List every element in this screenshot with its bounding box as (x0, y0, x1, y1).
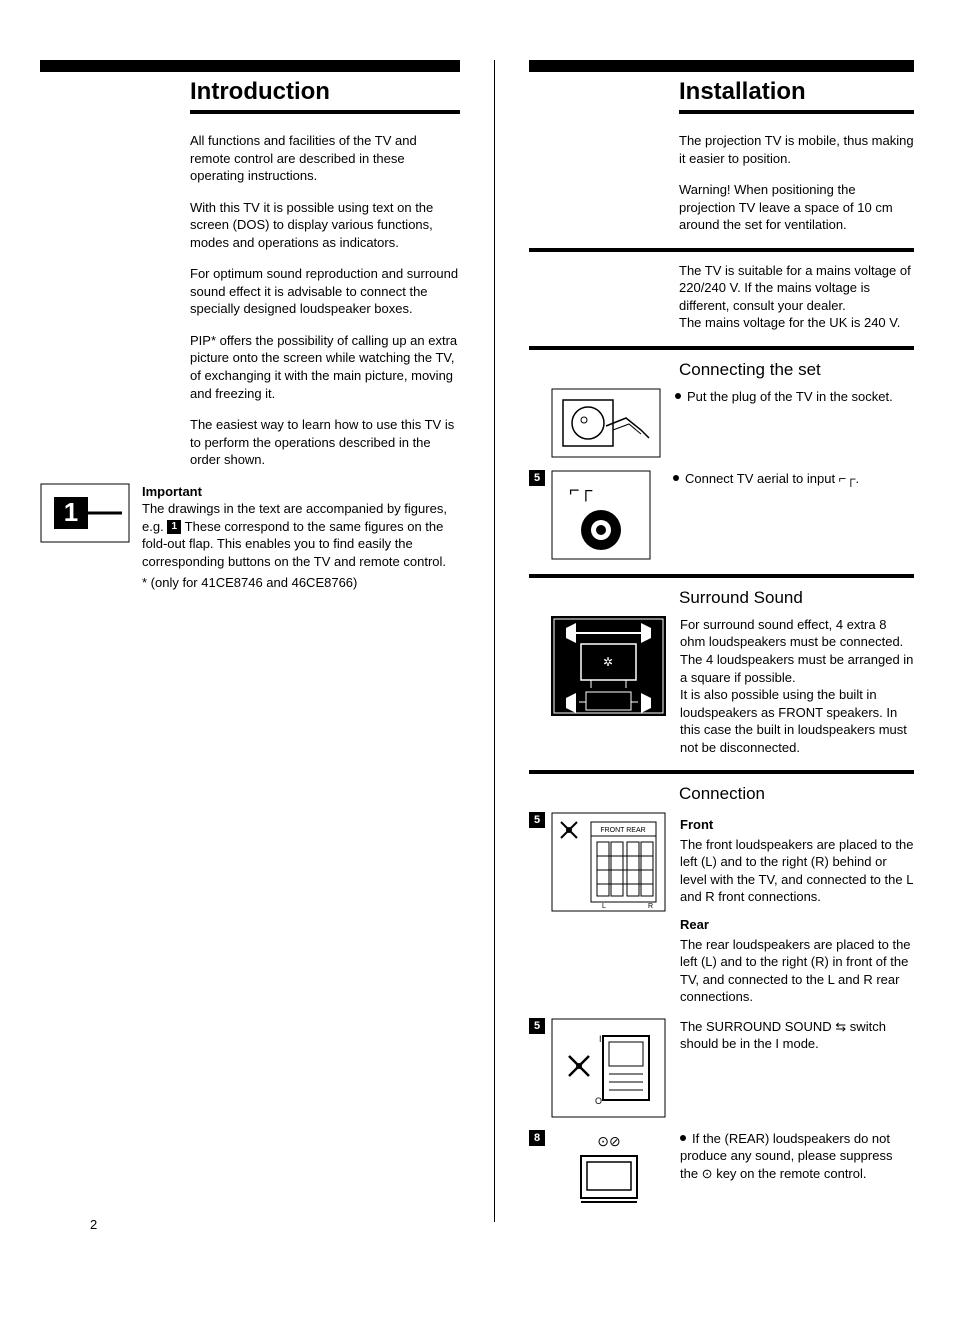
connecting-heading: Connecting the set (679, 360, 914, 380)
aerial-text: Connect TV aerial to input ⌐┌. (673, 470, 914, 488)
intro-p4: PIP* offers the possibility of calling u… (190, 332, 460, 402)
install-p1: The projection TV is mobile, thus making… (679, 132, 914, 167)
rule-1 (529, 248, 914, 252)
rear-note-num: 8 (529, 1130, 545, 1146)
svg-text:R: R (648, 903, 653, 910)
connection-num: 5 (529, 812, 545, 828)
rule-2 (529, 346, 914, 350)
footnote: * (only for 41CE8746 and 46CE8766) (142, 574, 460, 592)
rule-4 (529, 770, 914, 774)
intro-p3: For optimum sound reproduction and surro… (190, 265, 460, 318)
rear-text: The rear loudspeakers are placed to the … (680, 936, 914, 1006)
install-p2: Warning! When positioning the projection… (679, 181, 914, 234)
surround-heading: Surround Sound (679, 588, 914, 608)
plug-illustration (529, 388, 661, 458)
svg-text:✲: ✲ (603, 655, 613, 669)
two-columns: Introduction All functions and facilitie… (40, 60, 914, 1222)
mains-text: The TV is suitable for a mains voltage o… (679, 262, 914, 332)
rear-note-illustration: 8 ⊙⊘ (529, 1130, 666, 1210)
front-text: The front loudspeakers are placed to the… (680, 836, 914, 906)
connection-block: 5 FRONT REAR (529, 812, 914, 1005)
aerial-illustration: 5 ⌐┌ (529, 470, 659, 560)
svg-text:O: O (595, 1096, 602, 1106)
rule-3 (529, 574, 914, 578)
page-number: 2 (90, 1217, 97, 1232)
surround-illustration: ✲ (529, 616, 666, 716)
figure-1-illustration: 1 (40, 483, 130, 548)
intro-p2: With this TV it is possible using text o… (190, 199, 460, 252)
installation-heading: Installation (679, 72, 914, 114)
plug-text: Put the plug of the TV in the socket. (675, 388, 914, 406)
left-column: Introduction All functions and facilitie… (40, 60, 460, 1222)
surround-text: For surround sound effect, 4 extra 8 ohm… (680, 616, 914, 756)
switch-block: 5 I O The SURROUND SOUND ⇆ switch (529, 1018, 914, 1118)
important-text-b: These correspond to the same figures on … (142, 519, 446, 569)
switch-illustration: 5 I O (529, 1018, 666, 1118)
intro-p5: The easiest way to learn how to use this… (190, 416, 460, 469)
svg-text:⊙⊘: ⊙⊘ (597, 1133, 620, 1149)
connection-illustration: 5 FRONT REAR (529, 812, 666, 912)
svg-text:1: 1 (64, 497, 78, 527)
svg-text:L: L (602, 903, 606, 910)
inline-figure-icon: 1 (167, 520, 181, 534)
switch-num: 5 (529, 1018, 545, 1034)
rear-note-block: 8 ⊙⊘ If the (REAR) loudspeakers do not p… (529, 1130, 914, 1210)
connection-text: Front The front loudspeakers are placed … (680, 812, 914, 1005)
rear-note-text: If the (REAR) loudspeakers do not produc… (680, 1130, 914, 1183)
aerial-num: 5 (529, 470, 545, 486)
rear-label: Rear (680, 916, 914, 934)
introduction-heading: Introduction (190, 72, 460, 114)
right-column: Installation The projection TV is mobile… (529, 60, 914, 1222)
plug-block: Put the plug of the TV in the socket. (529, 388, 914, 458)
front-rear-label: FRONT REAR (600, 827, 645, 834)
front-label: Front (680, 816, 914, 834)
switch-text: The SURROUND SOUND ⇆ switch should be in… (680, 1018, 914, 1053)
manual-page: Introduction All functions and facilitie… (0, 0, 954, 1262)
svg-text:I: I (599, 1034, 602, 1044)
important-label: Important (142, 484, 202, 499)
surround-block: ✲ For surround sound effect, 4 extra 8 o… (529, 616, 914, 756)
column-divider (494, 60, 495, 1222)
connection-heading: Connection (679, 784, 914, 804)
aerial-block: 5 ⌐┌ Connect TV aerial to input ⌐┌. (529, 470, 914, 560)
svg-text:⌐┌: ⌐┌ (569, 480, 593, 502)
intro-p1: All functions and facilities of the TV a… (190, 132, 460, 185)
